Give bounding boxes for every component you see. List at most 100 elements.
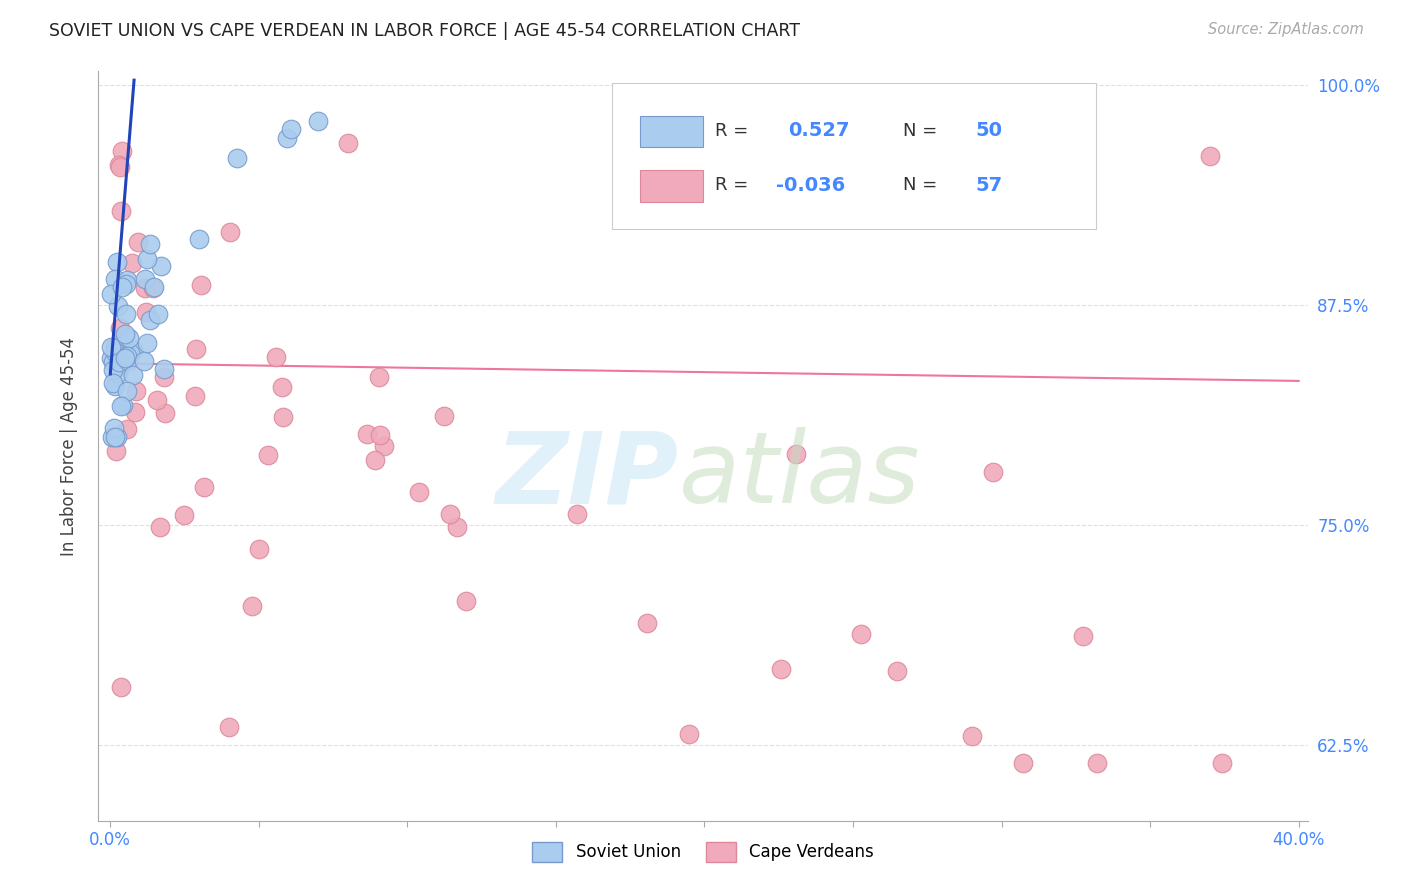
Text: R =: R = [716, 121, 748, 139]
Point [139, 236, 162, 251]
Point [368, 428, 391, 442]
Point [100, 287, 122, 301]
Point [107, 355, 129, 369]
Point [373, 439, 395, 453]
Point [105, 359, 128, 374]
Point [960, 729, 983, 743]
Point [100, 430, 122, 444]
Point [143, 279, 166, 293]
Point [1198, 149, 1220, 163]
Point [219, 225, 242, 239]
Point [307, 113, 329, 128]
Point [1012, 756, 1035, 770]
Point [565, 507, 588, 521]
Point [264, 350, 287, 364]
Point [271, 410, 294, 425]
FancyBboxPatch shape [640, 170, 703, 202]
Text: SOVIET UNION VS CAPE VERDEAN IN LABOR FORCE | AGE 45-54 CORRELATION CHART: SOVIET UNION VS CAPE VERDEAN IN LABOR FO… [49, 22, 800, 40]
Point [121, 256, 143, 270]
Point [142, 281, 165, 295]
Point [135, 335, 157, 350]
FancyBboxPatch shape [613, 83, 1097, 228]
Point [149, 520, 172, 534]
Point [115, 307, 138, 321]
Point [218, 720, 240, 734]
Point [105, 430, 128, 444]
Point [115, 273, 138, 287]
Point [146, 307, 169, 321]
Point [110, 680, 132, 694]
Point [103, 340, 125, 354]
Point [173, 508, 195, 522]
Point [247, 541, 270, 556]
Text: -0.036: -0.036 [776, 176, 845, 194]
Point [981, 465, 1004, 479]
Point [770, 662, 793, 676]
Text: 50: 50 [976, 121, 1002, 140]
Point [118, 331, 141, 345]
Legend: Soviet Union, Cape Verdeans: Soviet Union, Cape Verdeans [526, 835, 880, 869]
Point [153, 370, 176, 384]
Point [276, 131, 298, 145]
Point [117, 422, 139, 436]
Point [356, 427, 378, 442]
Point [454, 593, 477, 607]
Point [107, 366, 129, 380]
Point [367, 370, 389, 384]
Point [114, 351, 136, 365]
Point [117, 384, 139, 399]
Point [114, 327, 136, 342]
Point [153, 406, 176, 420]
Point [117, 354, 139, 368]
Point [146, 393, 169, 408]
FancyBboxPatch shape [640, 116, 703, 147]
Point [105, 254, 128, 268]
Y-axis label: In Labor Force | Age 45-54: In Labor Force | Age 45-54 [59, 336, 77, 556]
Point [115, 277, 138, 291]
Point [104, 272, 127, 286]
Text: atlas: atlas [679, 427, 921, 524]
Text: N =: N = [903, 177, 936, 194]
Text: R =: R = [716, 177, 748, 194]
Point [111, 398, 134, 412]
Point [100, 351, 122, 366]
Point [139, 313, 162, 327]
Point [101, 355, 124, 369]
Point [120, 346, 142, 360]
Point [101, 376, 124, 390]
Point [678, 727, 700, 741]
Point [153, 362, 176, 376]
Point [336, 136, 359, 150]
Point [104, 430, 127, 444]
Point [226, 152, 249, 166]
Point [108, 338, 131, 352]
Point [110, 320, 132, 334]
Text: N =: N = [903, 121, 936, 139]
Point [636, 616, 658, 631]
Point [1085, 756, 1108, 770]
Point [1071, 629, 1094, 643]
Point [135, 304, 157, 318]
Point [134, 272, 156, 286]
Point [134, 280, 156, 294]
Point [108, 158, 131, 172]
Point [110, 399, 132, 413]
Point [111, 279, 134, 293]
Point [122, 368, 145, 383]
Point [136, 252, 159, 266]
Point [271, 379, 294, 393]
Point [121, 343, 143, 358]
Point [105, 444, 128, 458]
Text: ZIP: ZIP [496, 427, 679, 524]
Point [186, 342, 208, 356]
Text: 0.527: 0.527 [787, 121, 849, 140]
Point [125, 384, 148, 398]
Text: Source: ZipAtlas.com: Source: ZipAtlas.com [1208, 22, 1364, 37]
Point [190, 278, 212, 293]
Point [364, 453, 387, 467]
Point [150, 259, 173, 273]
Point [240, 599, 263, 614]
Point [100, 340, 122, 354]
Point [103, 421, 125, 435]
Point [785, 447, 807, 461]
